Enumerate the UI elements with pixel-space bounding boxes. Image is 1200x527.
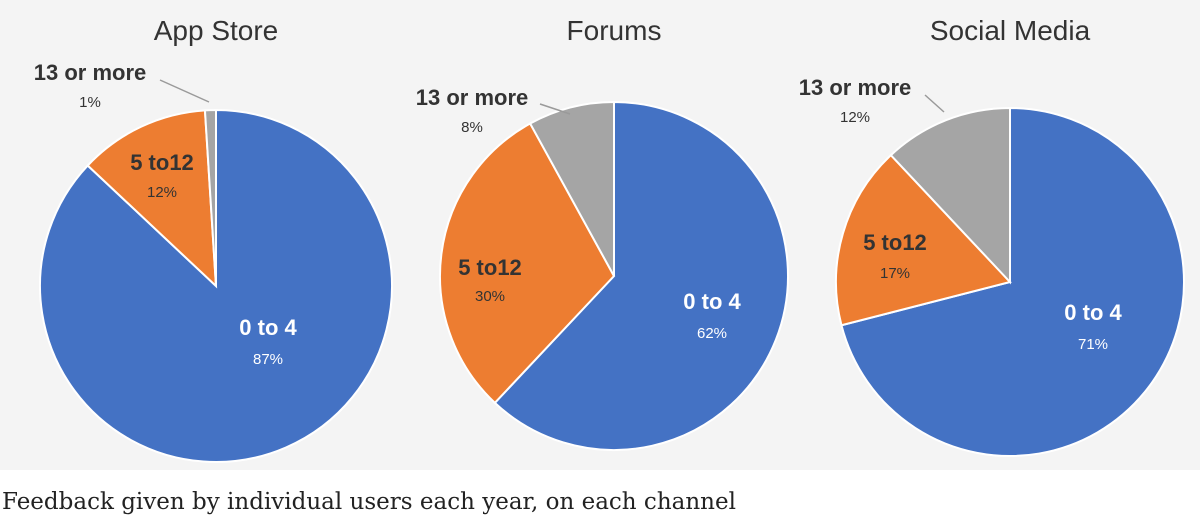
- pie-chart-forums: Forums 0 to 4 62% 5 to12 30% 13 or more 8%: [416, 15, 790, 451]
- pie-slice-social-media-5-to12: [835, 153, 1012, 327]
- leader-line-app-store-13-or-more: [159, 79, 210, 103]
- slice-label-app-store-5-to12: 5 to12: [130, 150, 194, 175]
- slice-label-forums-0-to-4: 0 to 4: [683, 289, 741, 314]
- chart-title-app-store: App Store: [154, 15, 279, 46]
- slice-label-social-media-13-or-more: 13 or more: [799, 75, 912, 100]
- slice-percent-app-store-13-or-more: 1%: [79, 94, 101, 111]
- pie-chart-app-store: App Store 0 to 4 87% 5 to12 12% 13 or more 1%: [34, 15, 393, 463]
- pie-slice-app-store-5-to12: [86, 109, 218, 289]
- pie-slice-forums-5-to12: [438, 122, 616, 405]
- pie-slice-social-media-0-to-4: [840, 106, 1186, 457]
- slice-label-social-media-0-to-4: 0 to 4: [1064, 300, 1122, 325]
- slice-label-forums-13-or-more: 13 or more: [416, 85, 529, 110]
- slice-percent-social-media-13-or-more: 12%: [840, 109, 870, 126]
- slice-label-forums-5-to12: 5 to12: [458, 255, 522, 280]
- leader-line-forums-13-or-more: [539, 103, 571, 115]
- slice-label-app-store-0-to-4: 0 to 4: [239, 315, 297, 340]
- slice-percent-app-store-0-to-4: 87%: [253, 351, 283, 368]
- leader-line-social-media-13-or-more: [924, 94, 945, 113]
- slice-percent-social-media-5-to12: 17%: [880, 265, 910, 282]
- pie-charts-figure: App Store 0 to 4 87% 5 to12 12% 13 or more 1% F…: [0, 0, 1200, 470]
- pie-charts-svg: App Store 0 to 4 87% 5 to12 12% 13 or more 1% F…: [34, 15, 1186, 463]
- pie-chart-social-media: Social Media 0 to 4 71% 5 to12 17% 13 or more…: [799, 15, 1186, 457]
- slice-percent-forums-0-to-4: 62%: [697, 325, 727, 342]
- chart-title-social-media: Social Media: [930, 15, 1091, 46]
- pie-slice-forums-13-or-more: [528, 100, 615, 277]
- pie-slice-social-media-13-or-more: [889, 106, 1011, 285]
- slice-percent-social-media-0-to-4: 71%: [1078, 336, 1108, 353]
- slice-percent-app-store-5-to12: 12%: [147, 184, 177, 201]
- figure-caption: Feedback given by individual users each …: [2, 489, 736, 515]
- pie-slice-forums-0-to-4: [493, 100, 790, 451]
- slice-percent-forums-13-or-more: 8%: [461, 119, 483, 136]
- chart-title-forums: Forums: [567, 15, 662, 46]
- pie-slice-app-store-13-or-more: [203, 108, 217, 287]
- slice-label-social-media-5-to12: 5 to12: [863, 230, 927, 255]
- slice-label-app-store-13-or-more: 13 or more: [34, 60, 147, 85]
- pie-slice-app-store-0-to-4: [39, 108, 393, 463]
- slice-percent-forums-5-to12: 30%: [475, 288, 505, 305]
